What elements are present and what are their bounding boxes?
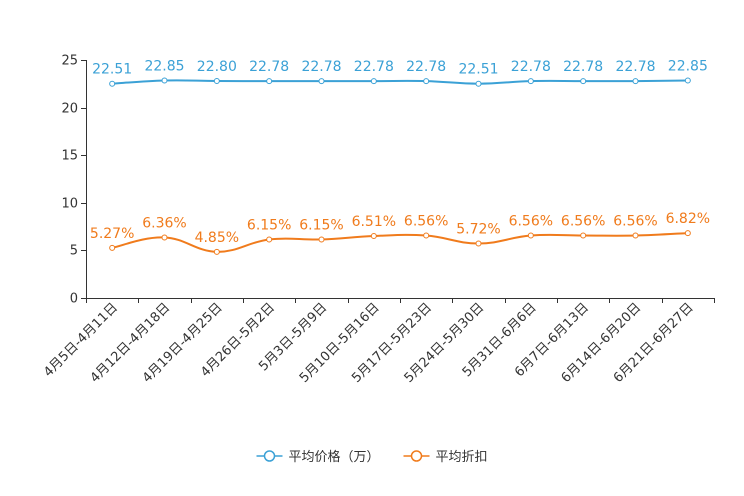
- y-tick-label: 25: [61, 54, 78, 69]
- legend-circle-symbol: [410, 450, 423, 462]
- data-label: 22.51: [458, 62, 498, 78]
- axes: [86, 60, 714, 299]
- data-point[interactable]: [370, 78, 377, 85]
- data-label: 6.56%: [404, 214, 448, 230]
- data-point[interactable]: [318, 236, 325, 243]
- data-label: 6.15%: [299, 217, 343, 233]
- data-point[interactable]: [109, 80, 116, 87]
- data-label: 22.78: [563, 59, 603, 75]
- series-line-2: [111, 232, 688, 253]
- data-point[interactable]: [161, 234, 168, 241]
- data-point[interactable]: [632, 78, 639, 85]
- data-point[interactable]: [370, 233, 377, 240]
- y-tick-label: 5: [70, 244, 78, 259]
- y-tick-label: 20: [61, 102, 78, 117]
- data-point[interactable]: [475, 240, 482, 247]
- data-point[interactable]: [423, 232, 430, 239]
- legend-label: 平均价格（万）: [289, 449, 380, 465]
- data-label: 22.78: [615, 59, 655, 75]
- y-axis-ticks: 0 5 10 15 20 25: [61, 54, 86, 307]
- data-labels: 22.51 22.85 22.80 22.78 22.78 22.78 22.78 22.51…: [90, 58, 710, 245]
- data-label: 6.15%: [247, 217, 291, 233]
- data-point[interactable]: [213, 248, 220, 255]
- y-tick-label: 10: [61, 197, 78, 212]
- data-point[interactable]: [475, 80, 482, 87]
- legend-item-2[interactable]: 平均折扣: [403, 450, 488, 465]
- data-label: 5.27%: [90, 226, 134, 242]
- data-point[interactable]: [109, 244, 116, 251]
- x-axis-ticks: 4月5日-4月11日4月12日-4月18日4月19日-4月25日4月26日-5月…: [41, 298, 715, 386]
- data-label: 22.78: [406, 59, 446, 75]
- data-label: 22.51: [92, 62, 132, 78]
- legend-label: 平均折扣: [436, 450, 488, 465]
- data-label: 22.78: [511, 59, 551, 75]
- legend-item-1[interactable]: 平均价格（万）: [256, 449, 380, 465]
- data-label: 5.72%: [456, 222, 500, 238]
- legend-circle-symbol: [263, 450, 276, 462]
- data-label: 6.36%: [142, 215, 186, 231]
- data-label: 6.56%: [561, 214, 605, 230]
- data-label: 6.51%: [352, 214, 396, 230]
- data-label: 22.85: [144, 58, 184, 74]
- data-label: 22.78: [301, 59, 341, 75]
- data-label: 22.78: [249, 59, 289, 75]
- data-point[interactable]: [527, 232, 534, 239]
- data-point[interactable]: [580, 232, 587, 239]
- data-label: 22.85: [668, 58, 708, 74]
- data-point[interactable]: [213, 77, 220, 84]
- series-lines: [109, 77, 691, 255]
- legend[interactable]: 平均价格（万） 平均折扣: [256, 449, 488, 465]
- data-point[interactable]: [632, 232, 639, 239]
- data-label: 22.80: [197, 59, 237, 75]
- data-label: 6.56%: [509, 214, 553, 230]
- y-tick-label: 0: [70, 292, 78, 307]
- data-point[interactable]: [423, 78, 430, 85]
- data-label: 6.82%: [666, 211, 710, 227]
- data-point[interactable]: [684, 230, 691, 237]
- data-label: 6.56%: [613, 214, 657, 230]
- data-point[interactable]: [527, 78, 534, 85]
- data-point[interactable]: [684, 77, 691, 84]
- data-point[interactable]: [580, 78, 587, 85]
- data-point[interactable]: [266, 236, 273, 243]
- data-label: 4.85%: [195, 230, 239, 246]
- series-line-1: [112, 79, 688, 85]
- data-point[interactable]: [161, 77, 168, 84]
- y-tick-label: 15: [61, 149, 78, 164]
- data-point[interactable]: [266, 78, 273, 85]
- data-label: 22.78: [354, 59, 394, 75]
- data-point[interactable]: [318, 78, 325, 85]
